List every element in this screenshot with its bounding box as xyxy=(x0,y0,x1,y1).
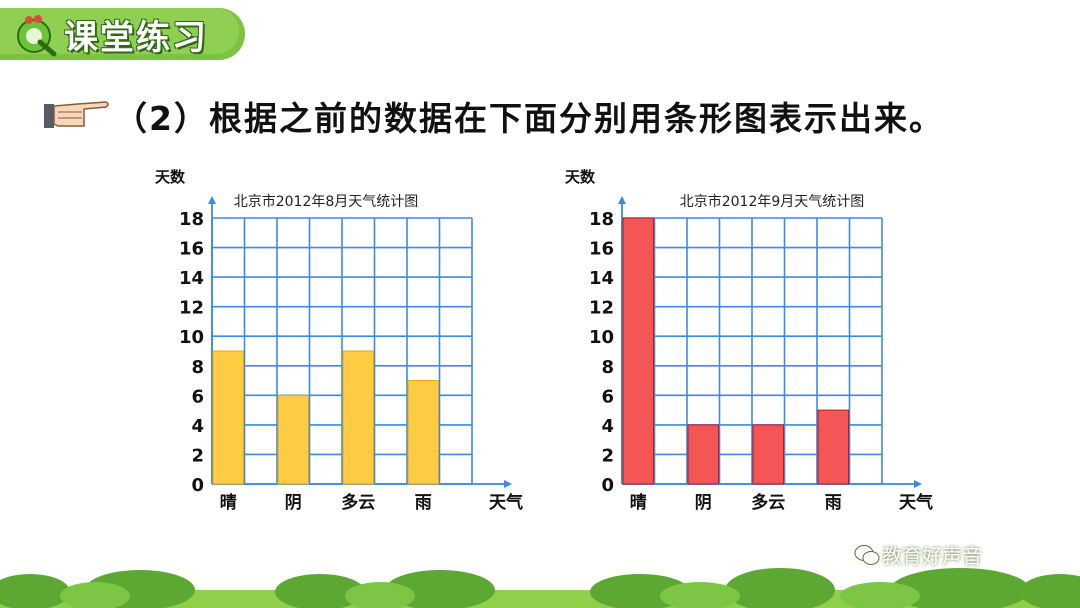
bar xyxy=(212,350,244,485)
bar xyxy=(752,424,784,485)
x-tick-label: 阴 xyxy=(695,493,712,513)
x-tick-label: 雨 xyxy=(415,493,432,513)
instruction-text: （2）根据之前的数据在下面分别用条形图表示出来。 xyxy=(114,99,944,138)
x-axis-label: 天气 xyxy=(899,492,933,513)
y-tick-label: 6 xyxy=(601,386,614,407)
x-tick-label: 晴 xyxy=(630,493,647,513)
y-tick-label: 8 xyxy=(191,357,204,378)
chart-title: 北京市2012年9月天气统计图 xyxy=(680,193,865,210)
section-header: 课堂练习 xyxy=(0,0,245,62)
y-tick-label: 4 xyxy=(601,416,614,437)
y-axis-arrow xyxy=(208,196,216,204)
y-tick-label: 14 xyxy=(179,268,204,289)
y-tick-label: 18 xyxy=(589,209,614,230)
bar-chart-september: 0 2 4 6 8 10 12 14 16 18 晴 阴 多云 雨 天气 天数北京市2012年9月天气统计图 xyxy=(560,160,960,520)
bar xyxy=(622,217,654,485)
x-tick-label: 雨 xyxy=(825,493,842,513)
q-logo-icon xyxy=(17,15,57,57)
y-axis-arrow xyxy=(618,196,626,204)
bar xyxy=(817,409,849,485)
y-tick-label: 16 xyxy=(589,239,614,260)
x-axis-arrow xyxy=(504,480,512,488)
pointing-hand-icon xyxy=(44,101,109,128)
x-tick-label: 晴 xyxy=(220,493,237,513)
y-tick-label: 14 xyxy=(589,268,614,289)
x-axis-arrow xyxy=(914,480,922,488)
y-axis-label: 天数 xyxy=(565,168,596,186)
instruction: （2）根据之前的数据在下面分别用条形图表示出来。 xyxy=(44,92,1074,142)
bar xyxy=(277,394,309,485)
section-title: 课堂练习 xyxy=(64,18,208,58)
y-tick-label: 10 xyxy=(179,327,204,348)
y-tick-label: 2 xyxy=(191,445,204,466)
y-tick-label: 10 xyxy=(589,327,614,348)
watermark-text: 教育好声音 xyxy=(882,544,982,568)
bar xyxy=(687,424,719,485)
y-tick-label: 8 xyxy=(601,357,614,378)
y-tick-label: 12 xyxy=(179,298,204,319)
y-tick-label: 12 xyxy=(589,298,614,319)
bar xyxy=(342,350,374,485)
watermark: 教育好声音 xyxy=(852,540,982,569)
y-tick-label: 6 xyxy=(191,386,204,407)
y-tick-label: 0 xyxy=(601,475,614,496)
y-tick-label: 18 xyxy=(179,209,204,230)
y-axis-label: 天数 xyxy=(155,168,186,186)
x-axis-label: 天气 xyxy=(489,492,523,513)
x-tick-label: 多云 xyxy=(751,492,785,513)
chart-title: 北京市2012年8月天气统计图 xyxy=(234,193,419,210)
y-tick-label: 2 xyxy=(601,445,614,466)
y-tick-label: 4 xyxy=(191,416,204,437)
x-tick-label: 多云 xyxy=(341,492,375,513)
x-tick-label: 阴 xyxy=(285,493,302,513)
y-tick-label: 0 xyxy=(191,475,204,496)
wechat-icon xyxy=(854,545,880,565)
y-tick-label: 16 xyxy=(179,239,204,260)
bushes-decoration xyxy=(0,568,1080,608)
bar xyxy=(407,380,439,485)
bar-chart-august: 0 2 4 6 8 10 12 14 16 18 晴 阴 多云 雨 天气 天数北京市2012年8月天气统计图 xyxy=(150,160,550,520)
